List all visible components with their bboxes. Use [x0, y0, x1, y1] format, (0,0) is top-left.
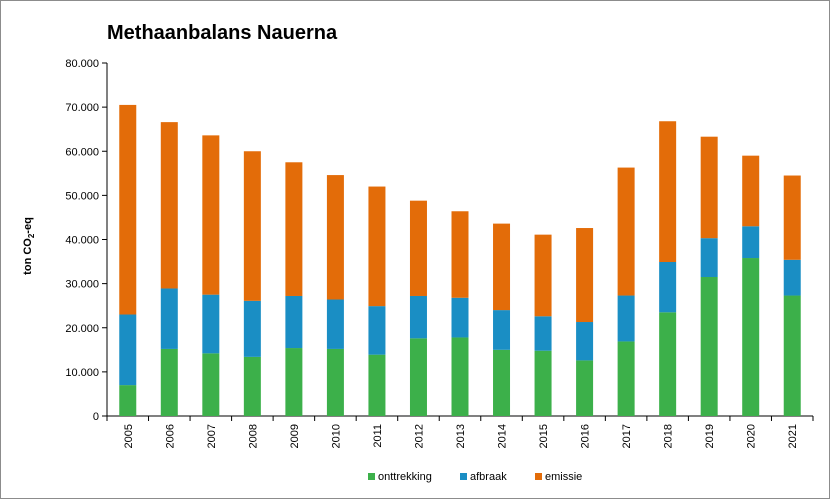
bar-onttrekking-2019 — [700, 277, 718, 416]
bar-onttrekking-2015 — [534, 350, 552, 416]
bar-emissie-2017 — [617, 167, 635, 296]
bar-afbraak-2008 — [243, 300, 261, 357]
bar-afbraak-2012 — [409, 295, 427, 339]
x-tick-label: 2017 — [621, 424, 633, 448]
y-tick-label: 40.000 — [65, 235, 99, 247]
bar-emissie-2012 — [409, 200, 427, 296]
y-tick-label: 50.000 — [65, 190, 99, 202]
y-tick-label: 60.000 — [65, 146, 99, 158]
bar-emissie-2020 — [742, 155, 760, 227]
y-axis-label-suffix: -eq — [22, 217, 34, 234]
x-tick-label: 2018 — [663, 424, 675, 448]
legend-swatch-emissie — [535, 473, 542, 480]
bar-emissie-2011 — [368, 186, 386, 307]
bar-emissie-2014 — [493, 223, 511, 311]
legend-label-afbraak: afbraak — [470, 471, 507, 483]
legend-swatch-onttrekking — [368, 473, 375, 480]
bar-afbraak-2005 — [119, 314, 137, 386]
bar-onttrekking-2021 — [783, 295, 801, 416]
chart-title: Methaanbalans Nauerna — [107, 22, 338, 44]
bar-afbraak-2009 — [285, 295, 303, 349]
x-tick-label: 2020 — [746, 424, 758, 448]
bar-afbraak-2013 — [451, 297, 469, 338]
bar-emissie-2021 — [783, 175, 801, 260]
x-tick-label: 2008 — [247, 424, 259, 448]
bar-afbraak-2011 — [368, 306, 386, 355]
x-tick-label: 2012 — [413, 424, 425, 448]
bar-afbraak-2019 — [700, 238, 718, 278]
bar-emissie-2015 — [534, 234, 552, 317]
x-tick-label: 2005 — [123, 424, 135, 448]
legend-label-emissie: emissie — [545, 471, 582, 483]
x-tick-label: 2015 — [538, 424, 550, 448]
y-axis-label-main: ton CO — [22, 238, 34, 275]
bar-afbraak-2010 — [326, 299, 344, 349]
bar-afbraak-2016 — [576, 322, 594, 361]
x-axis: 2005 2006 2007 2008 2009 2010 2011 2012 2013 2014… — [106, 415, 814, 448]
legend-label-onttrekking: onttrekking — [378, 471, 432, 483]
bar-onttrekking-2012 — [409, 338, 427, 416]
bar-emissie-2009 — [285, 162, 303, 296]
bar-afbraak-2017 — [617, 295, 635, 342]
bar-afbraak-2014 — [493, 310, 511, 350]
x-tick-label: 2016 — [580, 424, 592, 448]
y-axis-label-sub: 2 — [27, 233, 36, 238]
y-tick-label: 0 — [93, 411, 99, 423]
x-tick-label: 2014 — [497, 424, 509, 448]
y-axis-label: ton CO2-eq — [22, 217, 36, 275]
y-tick-label: 10.000 — [65, 367, 99, 379]
bar-onttrekking-2016 — [576, 360, 594, 416]
legend: onttrekking afbraak emissie — [368, 471, 582, 483]
bar-onttrekking-2017 — [617, 341, 635, 416]
bar-emissie-2010 — [326, 175, 344, 300]
x-tick-label: 2021 — [787, 424, 799, 448]
x-tick-label: 2011 — [372, 424, 384, 448]
bar-onttrekking-2008 — [243, 356, 261, 416]
y-tick-label: 80.000 — [65, 58, 99, 70]
x-tick-label: 2006 — [164, 424, 176, 448]
y-axis: 0 10.000 20.000 30.000 40.000 50.000 60.000 70.… — [65, 58, 108, 423]
bar-onttrekking-2007 — [202, 353, 220, 416]
bar-emissie-2007 — [202, 135, 220, 295]
bar-emissie-2018 — [659, 121, 677, 263]
bar-afbraak-2006 — [160, 288, 178, 349]
bar-emissie-2016 — [576, 228, 594, 323]
legend-swatch-afbraak — [460, 473, 467, 480]
bar-afbraak-2015 — [534, 316, 552, 351]
x-tick-label: 2007 — [206, 424, 218, 448]
bar-onttrekking-2010 — [326, 348, 344, 416]
bar-onttrekking-2013 — [451, 337, 469, 416]
y-tick-label: 20.000 — [65, 323, 99, 335]
y-tick-label: 30.000 — [65, 279, 99, 291]
x-tick-label: 2010 — [330, 424, 342, 448]
x-tick-label: 2019 — [704, 424, 716, 448]
bar-afbraak-2018 — [659, 262, 677, 313]
bar-onttrekking-2009 — [285, 348, 303, 416]
bar-onttrekking-2014 — [493, 349, 511, 416]
bar-emissie-2008 — [243, 151, 261, 301]
x-tick-label: 2013 — [455, 424, 467, 448]
bar-afbraak-2021 — [783, 259, 801, 296]
bar-emissie-2019 — [700, 136, 718, 239]
x-tick-label: 2009 — [289, 424, 301, 448]
bar-emissie-2005 — [119, 104, 137, 315]
bar-onttrekking-2006 — [160, 348, 178, 416]
bar-emissie-2006 — [160, 122, 178, 289]
bar-afbraak-2020 — [742, 226, 760, 259]
bar-afbraak-2007 — [202, 294, 220, 354]
bar-onttrekking-2018 — [659, 312, 677, 416]
bars — [119, 104, 801, 416]
bar-emissie-2013 — [451, 211, 469, 298]
y-tick-label: 70.000 — [65, 102, 99, 114]
bar-onttrekking-2020 — [742, 258, 760, 416]
bar-onttrekking-2005 — [119, 385, 137, 416]
bar-onttrekking-2011 — [368, 354, 386, 416]
